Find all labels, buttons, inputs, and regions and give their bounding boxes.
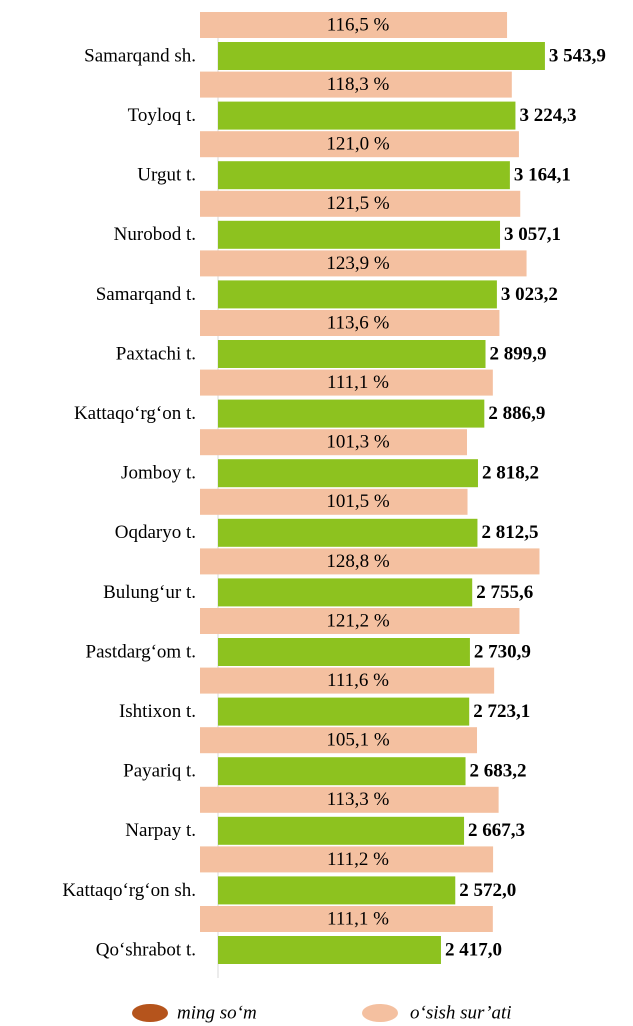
growth-bar bbox=[200, 786, 499, 813]
growth-bar bbox=[200, 71, 512, 98]
value-label: 2 899,9 bbox=[490, 343, 547, 364]
growth-label: 116,5 % bbox=[327, 14, 390, 35]
category-label: Qo‘shrabot t. bbox=[96, 939, 196, 960]
value-bar bbox=[218, 757, 466, 786]
value-label: 2 818,2 bbox=[482, 463, 539, 484]
growth-label: 101,5 % bbox=[326, 491, 390, 512]
growth-bar bbox=[200, 369, 493, 396]
value-label: 3 224,3 bbox=[519, 105, 576, 126]
growth-bar bbox=[200, 548, 540, 575]
category-label: Pastdarg‘om t. bbox=[86, 641, 196, 662]
growth-label: 113,6 % bbox=[327, 312, 390, 333]
growth-label: 121,5 % bbox=[326, 193, 390, 214]
value-bar bbox=[218, 101, 516, 130]
growth-bar bbox=[200, 310, 500, 336]
legend-swatch bbox=[362, 1004, 398, 1022]
growth-bar bbox=[200, 727, 478, 754]
category-label: Oqdaryo t. bbox=[115, 522, 196, 543]
value-label: 2 572,0 bbox=[459, 880, 516, 901]
category-label: Narpay t. bbox=[125, 820, 196, 841]
value-label: 2 683,2 bbox=[470, 761, 527, 782]
growth-label: 111,2 % bbox=[327, 849, 389, 870]
value-label: 3 543,9 bbox=[549, 45, 606, 66]
value-bar bbox=[218, 459, 478, 488]
category-label: Ishtixon t. bbox=[119, 701, 196, 722]
value-label: 2 730,9 bbox=[474, 641, 531, 662]
growth-bar bbox=[200, 12, 508, 38]
value-bar bbox=[218, 161, 510, 190]
category-label: Samarqand sh. bbox=[84, 45, 196, 66]
growth-label: 121,0 % bbox=[326, 134, 390, 155]
category-label: Toyloq t. bbox=[128, 105, 196, 126]
growth-bar bbox=[200, 488, 468, 515]
value-bar bbox=[218, 220, 501, 249]
value-bar bbox=[218, 876, 456, 905]
growth-bar bbox=[200, 846, 494, 873]
value-bar bbox=[218, 399, 485, 428]
category-label: Jomboy t. bbox=[121, 463, 196, 484]
value-label: 3 057,1 bbox=[504, 224, 561, 245]
value-bar bbox=[218, 578, 473, 607]
growth-label: 105,1 % bbox=[326, 730, 390, 751]
value-label: 2 667,3 bbox=[468, 820, 525, 841]
value-label: 3 023,2 bbox=[501, 284, 558, 305]
growth-label: 111,1 % bbox=[327, 372, 389, 393]
category-label: Nurobod t. bbox=[114, 224, 196, 245]
category-label: Kattaqo‘rg‘on sh. bbox=[62, 880, 196, 901]
value-label: 2 755,6 bbox=[476, 582, 533, 603]
value-label: 2 417,0 bbox=[445, 939, 502, 960]
value-label: 2 886,9 bbox=[488, 403, 545, 424]
growth-label: 111,6 % bbox=[327, 670, 389, 691]
growth-bar bbox=[200, 608, 520, 634]
growth-label: 128,8 % bbox=[326, 551, 390, 572]
value-bar bbox=[218, 697, 470, 726]
category-label: Paxtachi t. bbox=[116, 343, 196, 364]
category-label: Kattaqo‘rg‘on t. bbox=[74, 403, 196, 424]
value-bar bbox=[218, 340, 486, 368]
growth-bar bbox=[200, 906, 493, 932]
legend-label: ming so‘m bbox=[177, 1002, 257, 1023]
value-bar bbox=[218, 816, 465, 845]
legend-label: o‘sish sur’ati bbox=[410, 1002, 512, 1023]
category-label: Urgut t. bbox=[137, 165, 196, 186]
category-label: Bulung‘ur t. bbox=[103, 582, 196, 603]
growth-label: 123,9 % bbox=[326, 253, 390, 274]
value-label: 2 723,1 bbox=[473, 701, 530, 722]
category-label: Samarqand t. bbox=[96, 284, 196, 305]
value-bar bbox=[218, 936, 441, 964]
category-label: Payariq t. bbox=[123, 761, 196, 782]
growth-label: 118,3 % bbox=[327, 74, 390, 95]
value-bar bbox=[218, 518, 478, 547]
growth-bar bbox=[200, 429, 467, 456]
growth-label: 121,2 % bbox=[326, 610, 390, 631]
growth-bar bbox=[200, 131, 519, 158]
growth-bar bbox=[200, 667, 495, 694]
value-bar bbox=[218, 638, 470, 666]
value-bar bbox=[218, 42, 545, 70]
growth-label: 113,3 % bbox=[327, 789, 390, 810]
growth-label: 101,3 % bbox=[326, 432, 390, 453]
value-label: 2 812,5 bbox=[481, 522, 538, 543]
growth-label: 111,1 % bbox=[327, 908, 389, 929]
growth-bar bbox=[200, 190, 521, 217]
value-bar bbox=[218, 280, 497, 309]
legend-swatch bbox=[132, 1004, 168, 1022]
growth-bar bbox=[200, 250, 527, 277]
value-label: 3 164,1 bbox=[514, 165, 571, 186]
